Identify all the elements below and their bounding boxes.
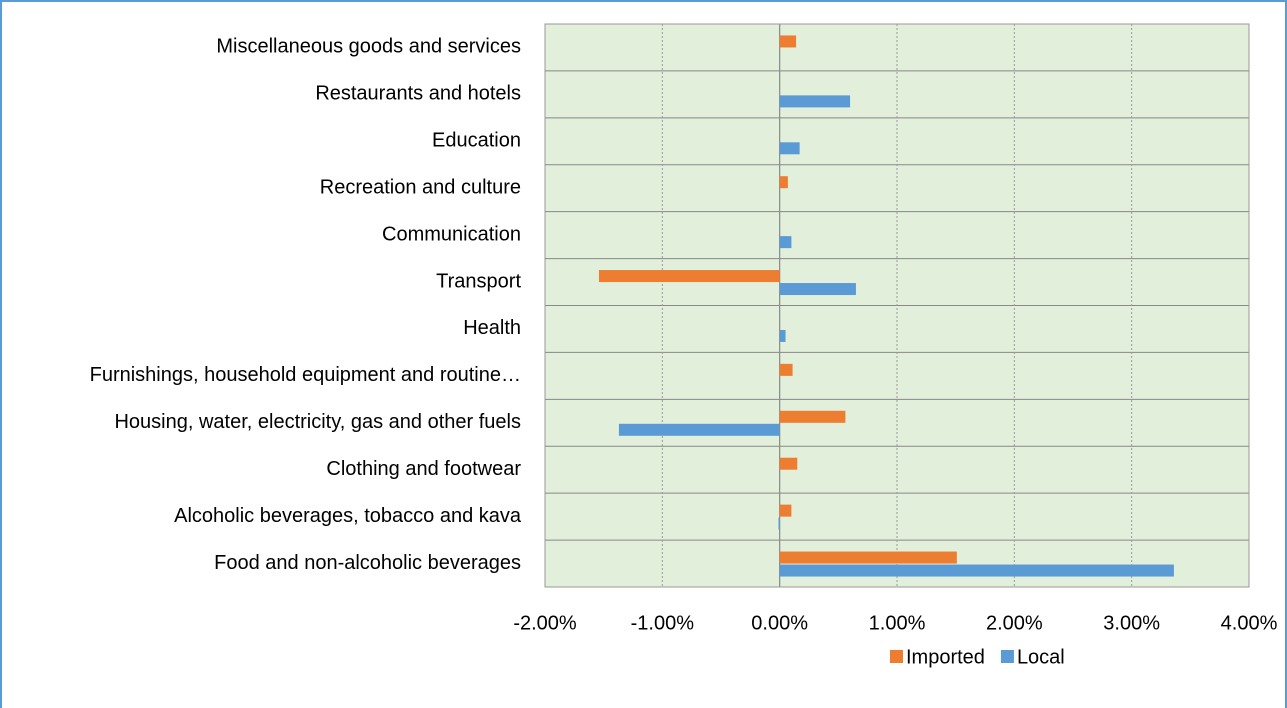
y-tick-label: Clothing and footwear <box>326 458 521 480</box>
bar <box>618 423 780 436</box>
bar <box>779 410 846 423</box>
bar <box>779 551 957 564</box>
y-tick-label: Food and non-alcoholic beverages <box>214 552 521 574</box>
bar <box>779 35 797 48</box>
bar <box>779 504 792 517</box>
y-tick-label: Transport <box>436 270 521 292</box>
x-tick-label: 2.00% <box>986 612 1043 634</box>
y-tick-label: Restaurants and hotels <box>315 83 521 105</box>
legend-label: Imported <box>906 646 985 668</box>
bar <box>779 329 786 342</box>
legend-swatch <box>1000 650 1014 663</box>
y-tick-label: Recreation and culture <box>320 176 521 198</box>
y-tick-label: Health <box>463 317 521 339</box>
bar <box>779 142 800 155</box>
bar <box>779 176 788 189</box>
bar <box>779 236 792 249</box>
x-tick-label: -1.00% <box>631 612 695 634</box>
bar <box>779 457 798 470</box>
y-tick-label: Education <box>432 130 521 152</box>
x-tick-label: 3.00% <box>1103 612 1160 634</box>
x-tick-label: -2.00% <box>513 612 577 634</box>
y-tick-label: Miscellaneous goods and services <box>216 36 521 58</box>
x-tick-label: 4.00% <box>1221 612 1278 634</box>
y-tick-label: Housing, water, electricity, gas and oth… <box>114 411 521 433</box>
bar <box>779 283 856 296</box>
y-tick-label: Communication <box>382 223 521 245</box>
x-tick-label: 1.00% <box>869 612 926 634</box>
y-tick-label: Furnishings, household equipment and rou… <box>90 364 521 386</box>
legend-swatch <box>890 650 903 663</box>
bar <box>779 95 851 108</box>
legend-label: Local <box>1017 646 1065 668</box>
bar <box>779 564 1174 577</box>
bar <box>598 270 780 283</box>
bar <box>779 363 793 376</box>
y-tick-label: Alcoholic beverages, tobacco and kava <box>174 505 522 527</box>
x-tick-label: 0.00% <box>751 612 808 634</box>
bar <box>778 517 780 530</box>
